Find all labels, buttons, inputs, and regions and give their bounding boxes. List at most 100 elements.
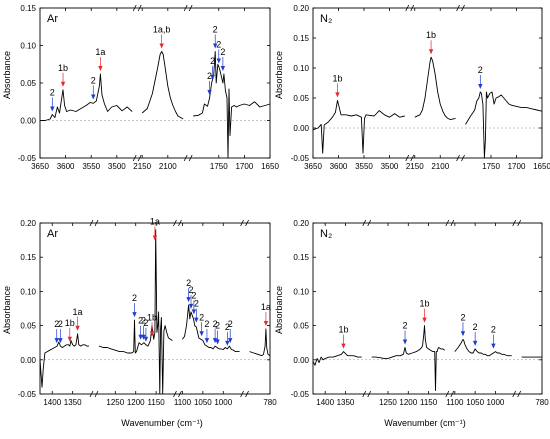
annotation-arrowhead — [132, 312, 137, 318]
peak-label: 1b — [58, 63, 68, 73]
spectrum-trace — [98, 229, 173, 395]
y-tick-label: 0.05 — [20, 322, 36, 331]
annotation-arrowhead — [54, 338, 59, 344]
axis-break-mark — [461, 4, 465, 12]
annotation-arrowhead — [204, 338, 210, 344]
x-tick-label: 1150 — [148, 398, 166, 407]
x-tick-label: 1700 — [235, 162, 253, 171]
x-tick-label: 1150 — [420, 398, 438, 407]
x-tick-label: 1050 — [194, 398, 212, 407]
axis-break-mark — [183, 4, 188, 12]
panel-label: Ar — [47, 13, 58, 25]
annotation-arrowhead — [225, 340, 230, 346]
y-tick-label: 0.00 — [293, 124, 309, 133]
annotation-arrowhead — [191, 309, 197, 315]
y-tick-label: 0.10 — [293, 64, 309, 73]
peak-label: 2 — [213, 319, 218, 329]
annotation-arrowhead — [159, 43, 164, 49]
axis-break-mark — [137, 4, 142, 12]
annotation-arrowhead — [50, 106, 55, 112]
spectrum-trace — [371, 325, 446, 392]
axis-break-mark — [450, 219, 455, 227]
peak-label: 2 — [132, 293, 137, 303]
y-tick-label: 0.15 — [20, 4, 36, 13]
peak-label: 2 — [138, 316, 143, 326]
x-tick-label: 1000 — [487, 398, 505, 407]
annotation-arrowhead — [215, 339, 220, 345]
axis-break-mark — [367, 390, 372, 398]
peak-label: 2 — [460, 312, 465, 322]
axis-break-mark — [240, 390, 244, 398]
axis-break-mark — [410, 4, 415, 12]
annotation-arrowhead — [60, 81, 66, 87]
peak-label: 1b — [332, 73, 342, 83]
peak-label: 2 — [204, 319, 209, 329]
x-tick-label: 3550 — [82, 162, 100, 171]
axis-break-mark — [450, 390, 455, 398]
annotation-arrowhead — [141, 334, 146, 340]
spectrum-trace — [312, 351, 362, 366]
peak-label: 1a — [95, 47, 105, 57]
peak-label: 2 — [478, 65, 483, 75]
y-tick-label: 0.05 — [20, 79, 36, 88]
axis-break-mark — [183, 154, 188, 162]
annotation-arrowhead — [335, 92, 340, 98]
axis-break-mark — [405, 4, 410, 12]
x-tick-label: 2100 — [431, 162, 449, 171]
x-tick-label: 1050 — [466, 398, 484, 407]
axis-break-mark — [362, 219, 367, 227]
y-tick-label: 0.15 — [20, 253, 36, 262]
y-tick-label: 0.00 — [20, 117, 36, 126]
y-tick-label: 0.00 — [293, 356, 309, 365]
y-axis-label: Absorbance — [274, 286, 284, 334]
y-axis-label: Absorbance — [2, 286, 12, 334]
annotation-arrowhead — [188, 303, 194, 309]
panel: -0.05 0.00 0.05 0.10 0.15 0.20 3650 3600 3550 350… — [291, 4, 550, 171]
x-tick-label: 3500 — [108, 162, 126, 171]
annotation-arrowhead — [143, 336, 149, 342]
axis-break-mark — [445, 390, 450, 398]
axis-break-mark — [445, 219, 450, 227]
annotation-arrowhead — [472, 340, 478, 346]
y-tick-label: 0.10 — [20, 287, 36, 296]
x-tick-label: 1750 — [210, 162, 228, 171]
axis-break-mark — [137, 154, 142, 162]
axis-break-mark — [89, 390, 94, 398]
peak-label: 2 — [403, 320, 408, 330]
x-tick-label: 2150 — [133, 162, 151, 171]
spectrum-trace — [454, 338, 512, 357]
x-tick-label: 3650 — [304, 162, 322, 171]
annotation-arrowhead — [58, 338, 63, 344]
panel: -0.05 0.00 0.05 0.10 0.15 3650 3600 3550 3500 215… — [18, 4, 280, 171]
panel-label: N₂ — [320, 228, 332, 240]
spectrum-trace — [193, 51, 271, 159]
x-tick-label: 3600 — [57, 162, 75, 171]
spectrum-trace — [39, 333, 89, 388]
x-tick-label: 3500 — [381, 162, 399, 171]
spectrum-trace — [182, 304, 240, 353]
annotation-arrowhead — [149, 331, 155, 337]
peak-label: 1a — [261, 302, 271, 312]
x-tick-label: 780 — [263, 398, 277, 407]
x-tick-label: 1700 — [508, 162, 526, 171]
axis-break-mark — [410, 154, 415, 162]
peak-label: 1a — [73, 307, 83, 317]
panel: -0.05 0.00 0.05 0.10 0.15 0.20 1400 1350 1250 120… — [18, 217, 277, 407]
annotation-arrowhead — [207, 90, 212, 95]
x-tick-label: 1350 — [337, 398, 355, 407]
plot-frame — [39, 222, 271, 395]
axis-break-mark — [512, 219, 517, 227]
peak-label: 2 — [473, 322, 478, 332]
annotation-arrowhead — [228, 338, 233, 344]
x-tick-label: 1100 — [446, 398, 464, 407]
annotation-arrowhead — [220, 66, 226, 71]
x-tick-label: 1400 — [316, 398, 334, 407]
peak-label: 1b — [420, 299, 430, 309]
spectrum-trace — [249, 328, 271, 357]
x-tick-label: 3650 — [31, 162, 49, 171]
x-tick-label: 1100 — [174, 398, 192, 407]
peak-label: 1b — [338, 325, 348, 335]
peak-label: 1b — [426, 30, 436, 40]
